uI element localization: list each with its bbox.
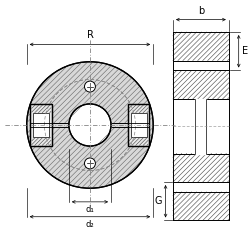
Circle shape: [84, 81, 96, 92]
Polygon shape: [27, 62, 153, 125]
Circle shape: [84, 158, 96, 169]
Polygon shape: [173, 99, 229, 154]
Text: R: R: [86, 30, 94, 40]
Text: d₁: d₁: [86, 205, 94, 214]
Bar: [30, 104, 52, 146]
Text: G: G: [154, 196, 162, 206]
Polygon shape: [173, 192, 229, 220]
Bar: [33, 113, 49, 137]
Bar: [30, 104, 52, 146]
Polygon shape: [173, 60, 229, 70]
Polygon shape: [195, 99, 206, 154]
Polygon shape: [173, 182, 229, 192]
Text: E: E: [242, 46, 248, 56]
Polygon shape: [27, 125, 153, 188]
Text: b: b: [198, 6, 204, 16]
Polygon shape: [173, 32, 229, 60]
Bar: [128, 104, 150, 146]
Text: d₂: d₂: [86, 220, 94, 229]
Bar: [128, 104, 150, 146]
Polygon shape: [173, 154, 229, 182]
Polygon shape: [173, 70, 229, 99]
Bar: [131, 113, 147, 137]
